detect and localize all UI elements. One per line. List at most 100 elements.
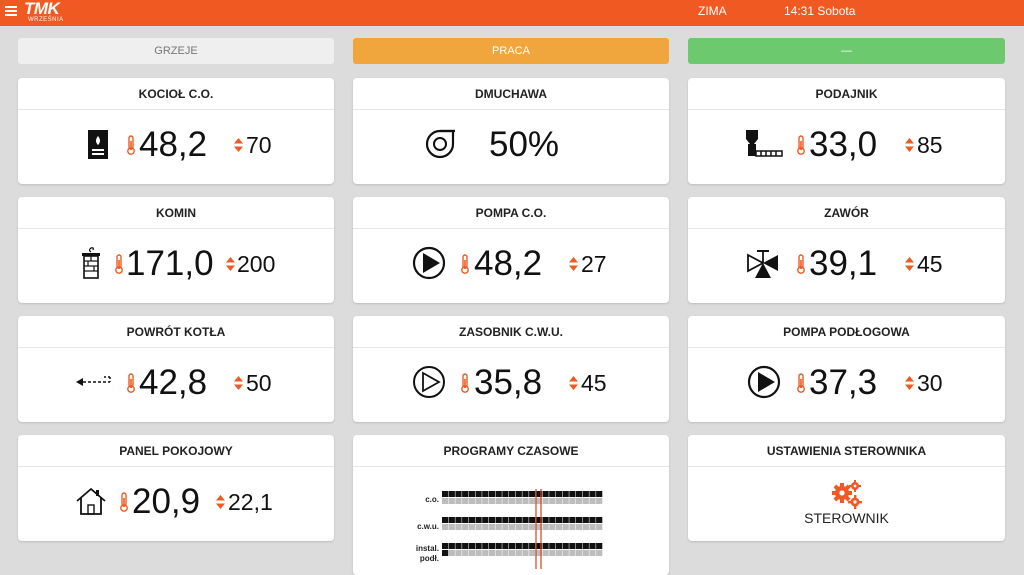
schedule-cell: [455, 550, 462, 556]
setpoint-value: 200: [237, 251, 276, 277]
top-bar: TMK WRZEŚNIA ZIMA 14:31 Sobota: [0, 0, 1024, 26]
schedule-cell: [509, 517, 516, 523]
schedule-cell: [542, 550, 549, 556]
schedule-cell: [549, 491, 556, 497]
schedule-cell: [462, 543, 469, 549]
schedule-cell: [582, 498, 589, 504]
schedule-cell: [455, 498, 462, 504]
schedule-cell: [529, 491, 536, 497]
schedule-cell: [502, 524, 509, 530]
temperature-value: 171,0: [126, 244, 214, 283]
card-ustawienia-sterownika[interactable]: USTAWIENIA STEROWNIKA STEROWNIK: [688, 435, 1005, 541]
schedule-cell: [468, 498, 475, 504]
schedule-cell: [576, 498, 583, 504]
schedule-cell: [542, 524, 549, 530]
schedule-cell: [576, 517, 583, 523]
card-programy-czasowe[interactable]: PROGRAMY CZASOWE c.o. c.w.u. instal. pod…: [353, 435, 669, 575]
thermometer-icon: [460, 254, 470, 274]
setpoint-arrows-icon[interactable]: [905, 376, 914, 390]
temperature-value: 48,2: [139, 125, 208, 164]
schedule-cell: [482, 543, 489, 549]
setpoint-arrows-icon[interactable]: [216, 495, 225, 509]
schedule-cell: [522, 524, 529, 530]
schedule-cell: [562, 524, 569, 530]
chimney-icon: [82, 247, 100, 279]
schedule-cell: [475, 491, 482, 497]
card-podajnik[interactable]: PODAJNIK 33,0 85: [688, 78, 1005, 184]
setpoint-arrows-icon[interactable]: [234, 376, 243, 390]
card-pompa-co[interactable]: POMPA C.O. 48,2 27: [353, 197, 669, 303]
hamburger-menu-icon[interactable]: [5, 4, 17, 16]
pump-icon: [747, 365, 781, 399]
schedule-cell: [522, 491, 529, 497]
schedule-label-instal: instal.: [415, 544, 439, 553]
card-pompa-podlogowa[interactable]: POMPA PODŁOGOWA 37,3 30: [688, 316, 1005, 422]
setpoint-value: 45: [917, 251, 943, 277]
schedule-cell: [549, 517, 556, 523]
card-zasobnik[interactable]: ZASOBNIK C.W.U. 35,8 45: [353, 316, 669, 422]
card-powrot[interactable]: POWRÓT KOTŁA 42,8 50: [18, 316, 334, 422]
schedule-cell: [562, 498, 569, 504]
schedule-cell: [549, 524, 556, 530]
schedule-cell: [535, 524, 542, 530]
schedule-cell: [542, 543, 549, 549]
temperature-value: 37,3: [809, 363, 878, 402]
card-zawor[interactable]: ZAWÓR 39,1 45: [688, 197, 1005, 303]
card-panel-pokojowy[interactable]: PANEL POKOJOWY 20,9 22,1: [18, 435, 334, 541]
schedule-cell: [468, 543, 475, 549]
schedule-cell: [475, 524, 482, 530]
setpoint-arrows-icon[interactable]: [569, 376, 578, 390]
pump-icon: [412, 246, 446, 280]
schedule-cell: [542, 498, 549, 504]
schedule-label-co: c.o.: [425, 495, 439, 504]
schedule-cell: [462, 550, 469, 556]
card-title: DMUCHAWA: [353, 78, 669, 110]
schedule-cell: [522, 543, 529, 549]
temperature-value: 35,8: [474, 363, 543, 402]
schedule-cell: [468, 491, 475, 497]
setpoint-arrows-icon[interactable]: [905, 257, 914, 271]
schedule-cell: [462, 524, 469, 530]
schedule-cell: [596, 498, 603, 504]
setpoint-arrows-icon[interactable]: [226, 257, 235, 271]
schedule-cell: [522, 498, 529, 504]
schedule-cell: [555, 517, 563, 523]
schedule-cell: [522, 550, 529, 556]
schedule-cell: [515, 524, 522, 530]
gears-icon: [832, 480, 862, 509]
schedule-cell: [482, 517, 489, 523]
schedule-cell: [515, 517, 522, 523]
setpoint-arrows-icon[interactable]: [569, 257, 578, 271]
controller-settings-label: STEROWNIK: [804, 510, 889, 526]
schedule-cell: [488, 498, 496, 504]
schedule-cell: [589, 491, 596, 497]
schedule-cell: [448, 543, 455, 549]
schedule-cell: [555, 550, 563, 556]
schedule-cell: [569, 524, 576, 530]
schedule-cell: [448, 498, 455, 504]
schedule-cell: [529, 524, 536, 530]
schedule-cell: [515, 543, 522, 549]
schedule-cell: [549, 543, 556, 549]
schedule-cell: [529, 498, 536, 504]
schedule-cell: [535, 543, 542, 549]
schedule-cell: [462, 498, 469, 504]
schedule-cell: [582, 517, 589, 523]
card-komin[interactable]: KOMIN 171,0 200: [18, 197, 334, 303]
card-dmuchawa[interactable]: DMUCHAWA 50%: [353, 78, 669, 184]
schedule-cell: [442, 517, 449, 523]
schedule-cell: [462, 517, 469, 523]
temperature-value: 20,9: [132, 482, 201, 521]
card-title: ZASOBNIK C.W.U.: [353, 316, 669, 348]
card-title: PROGRAMY CZASOWE: [353, 435, 669, 467]
thermometer-icon: [114, 254, 124, 274]
schedule-cell: [576, 491, 583, 497]
schedule-cell: [582, 543, 589, 549]
setpoint-arrows-icon[interactable]: [234, 138, 243, 152]
card-kociol[interactable]: KOCIOŁ C.O. 48,2 70: [18, 78, 334, 184]
schedule-cell: [596, 491, 603, 497]
schedule-cell: [455, 491, 462, 497]
setpoint-arrows-icon[interactable]: [905, 138, 914, 152]
season-label: ZIMA: [698, 4, 727, 18]
valve-icon: [747, 250, 778, 278]
